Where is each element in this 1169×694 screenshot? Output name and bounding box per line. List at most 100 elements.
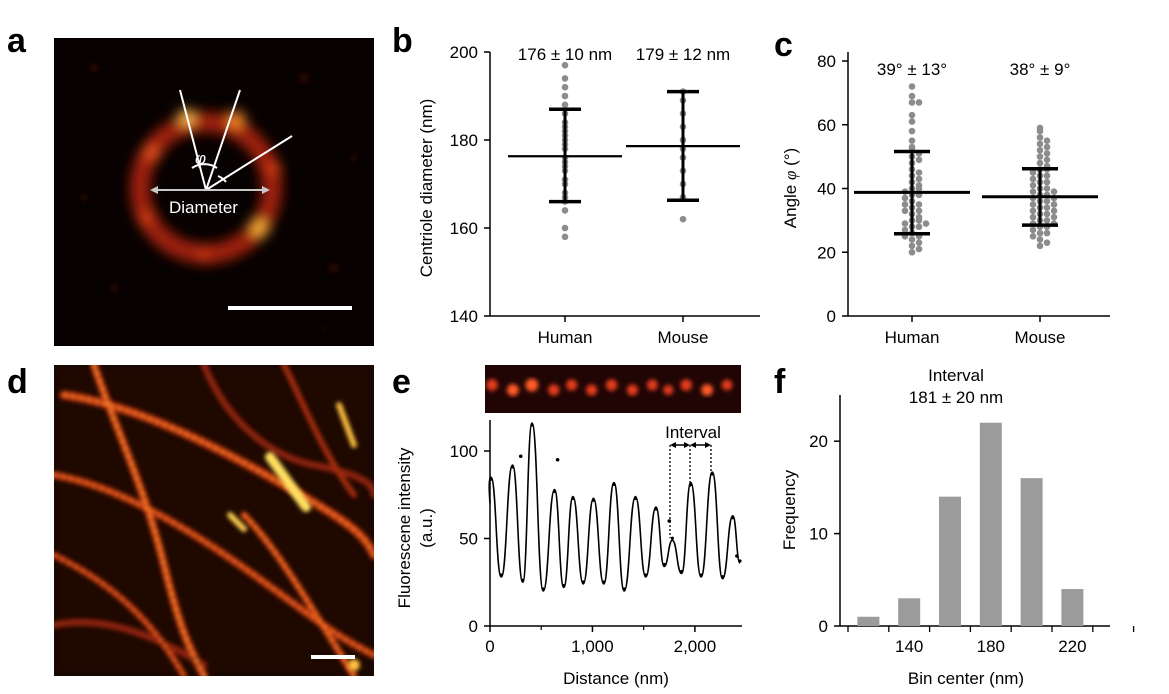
panel-c-point: [1043, 178, 1051, 186]
strip-spot: [586, 384, 598, 396]
panel-e-xtick-label: 2,000: [674, 637, 717, 656]
panel-e-chart: Fluorescene intensity (a.u.) Distance (n…: [395, 420, 742, 688]
panel-e-point: [562, 583, 566, 588]
panel-c-ytick-label: 40: [817, 180, 836, 199]
panel-a-letter: a: [7, 22, 26, 60]
panel-c-point: [1029, 182, 1037, 189]
panel-c-point: [1036, 134, 1044, 141]
panel-c-point: [915, 239, 923, 246]
panel-f-bar: [939, 496, 961, 626]
panel-b-ytick-label: 180: [450, 131, 478, 150]
panel-c-point: [908, 92, 916, 100]
panel-c-point: [1043, 210, 1051, 218]
panel-e-ytick-label: 100: [450, 442, 478, 461]
panel-e-point: [738, 559, 742, 563]
panel-c-point: [908, 118, 916, 125]
panel-c-point: [901, 194, 909, 202]
panel-c-point: [915, 156, 923, 164]
panel-c-point: [1036, 146, 1044, 154]
diameter-arrow: [150, 186, 270, 194]
panel-c-point: [1029, 188, 1037, 195]
panel-b-point: [679, 215, 687, 223]
panel-e-point: [699, 573, 703, 577]
panel-f-bar: [1061, 589, 1084, 626]
panel-f-xtick-label: 140: [895, 637, 923, 656]
panel-c-point: [908, 137, 916, 144]
panel-b-point: [561, 83, 569, 91]
panel-c-point: [901, 226, 909, 234]
panel-b-point: [561, 233, 569, 241]
panel-c-point: [1050, 188, 1058, 195]
panel-e-point: [622, 587, 626, 591]
panel-c-point: [1029, 233, 1037, 240]
panel-b-point: [561, 101, 569, 109]
panel-c-point: [915, 185, 923, 192]
panel-b-chart: 176 ± 10 nm 179 ± 12 nm Centriole diamet…: [417, 43, 760, 347]
panel-e-point: [633, 496, 638, 501]
strip-spot: [605, 379, 618, 391]
panel-b-xtick-label: Mouse: [657, 328, 708, 347]
panel-b-point: [561, 224, 569, 232]
panel-c-xtick-label: Mouse: [1014, 328, 1065, 347]
panel-c-ylabel: Angle φ (°): [781, 148, 800, 228]
panel-c-point: [908, 248, 916, 256]
panel-b-ytick-label: 160: [450, 219, 478, 238]
strip-spot: [525, 378, 539, 392]
panel-c-point: [915, 245, 923, 253]
panel-b-point: [561, 61, 569, 69]
panel-e-point: [602, 580, 606, 584]
strip-spot: [548, 384, 560, 396]
panel-c-point: [1043, 239, 1051, 246]
panel-e-point: [510, 465, 515, 469]
panel-c-point: [1043, 229, 1051, 237]
panel-e-point: [530, 423, 534, 427]
strip-spot: [701, 384, 714, 396]
panel-f-xtick-label: 180: [977, 637, 1005, 656]
panel-c-point: [908, 111, 916, 119]
panel-b-stat-human: 176 ± 10 nm: [518, 45, 612, 64]
panel-e-ytick-label: 0: [469, 617, 478, 636]
panel-c-point: [1036, 127, 1044, 135]
panel-c-point: [1036, 140, 1044, 148]
panel-e-xlabel: Distance (nm): [563, 669, 669, 688]
panel-f-letter: f: [774, 363, 786, 401]
panel-c-point: [1043, 185, 1051, 192]
panel-e-strip-image: [485, 365, 741, 413]
panel-f-chart: Interval 181 ± 20 nm Frequency Bin cente…: [780, 366, 1135, 688]
panel-a-micrograph: φ Diameter: [54, 38, 374, 346]
panel-e-fit-curve: [488, 422, 741, 592]
panel-c-point: [908, 99, 916, 106]
panel-c-point: [1043, 217, 1051, 224]
panel-c-point: [1029, 201, 1037, 208]
panel-c-point: [1050, 213, 1058, 221]
panel-e-point: [552, 489, 557, 494]
panel-f-bar: [857, 616, 880, 626]
panel-c-point: [1043, 197, 1051, 205]
panel-c-point: [1029, 226, 1037, 234]
panel-e-ylabel-line1: Fluorescene intensity: [395, 447, 414, 608]
panel-d-image: [54, 365, 374, 676]
panel-c-ytick-label: 80: [817, 52, 836, 71]
panel-e-point: [541, 587, 545, 591]
panel-b-xtick-label: Human: [538, 328, 593, 347]
panel-c-point: [1036, 229, 1044, 237]
panel-c-point: [1043, 204, 1051, 211]
panel-c-letter: c: [774, 26, 793, 64]
panel-e-point: [670, 536, 674, 540]
strip-spot: [566, 379, 578, 391]
panel-e-point: [679, 569, 684, 574]
panel-e-point: [720, 575, 725, 579]
panel-c-ytick-label: 60: [817, 116, 836, 135]
panel-b-ytick-label: 200: [450, 43, 478, 62]
panel-c-point: [901, 207, 909, 215]
panel-d-letter: d: [7, 363, 28, 401]
interval-annotation: Interval: [665, 423, 721, 538]
panel-f-bar: [979, 422, 1002, 626]
panel-c-point: [915, 175, 923, 183]
panel-e-point: [555, 457, 560, 462]
panel-c-ytick-label: 0: [827, 307, 836, 326]
panel-c-point: [922, 220, 930, 227]
angle-annotation: [179, 89, 293, 191]
panel-c-point: [901, 220, 909, 227]
panel-c-xtick-label: Human: [885, 328, 940, 347]
